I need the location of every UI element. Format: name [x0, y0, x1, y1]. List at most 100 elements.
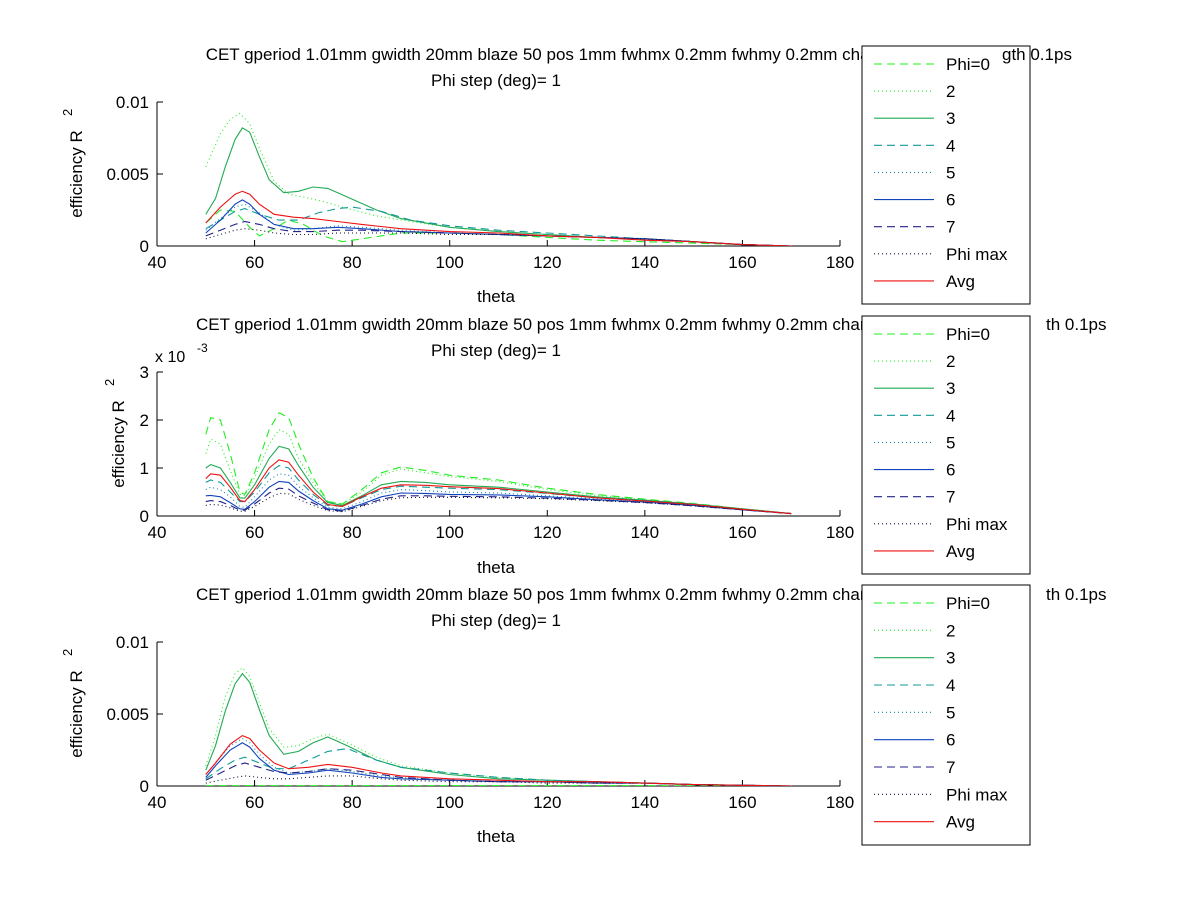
- series-line-3: [205, 445, 792, 515]
- y-tick-label: 0.005: [106, 165, 149, 184]
- chart-title: CET gperiod 1.01mm gwidth 20mm blaze 50 …: [196, 315, 908, 334]
- series-line-2: [205, 428, 792, 515]
- series-line-9: [205, 734, 792, 786]
- series-line-8: [205, 228, 792, 246]
- legend-entry-label: 4: [946, 676, 955, 695]
- y-axis-label-exponent: 2: [102, 379, 117, 386]
- legend-entry-label: 3: [946, 649, 955, 668]
- x-tick-label: 100: [436, 793, 464, 812]
- series-line-1: [205, 209, 792, 246]
- legend-entry-label: 3: [946, 379, 955, 398]
- y-tick-label: 0.01: [116, 93, 149, 112]
- legend-entry-label: Phi max: [946, 785, 1008, 804]
- x-tick-label: 60: [245, 253, 264, 272]
- series-line-8: [205, 492, 792, 515]
- y-axis-label: efficiency R: [67, 130, 86, 218]
- y-tick-label: 0.01: [116, 633, 149, 652]
- legend-box: [861, 315, 1031, 575]
- series-line-4: [205, 206, 792, 246]
- legend-entry-label: Avg: [946, 272, 975, 291]
- y-axis-label-group: efficiency R 2: [60, 109, 86, 218]
- x-tick-label: 100: [436, 523, 464, 542]
- y-axis-label: efficiency R: [67, 670, 86, 758]
- legend-entry-label: Phi max: [946, 245, 1008, 264]
- chart-title: CET gperiod 1.01mm gwidth 20mm blaze 50 …: [196, 585, 908, 604]
- series-line-1: [205, 412, 792, 515]
- x-tick-label: 160: [728, 253, 756, 272]
- chart-title-tail: gth 0.1ps: [1002, 45, 1072, 64]
- x-tick-label: 140: [631, 523, 659, 542]
- series-line-5: [205, 203, 792, 246]
- legend-entry-label: 2: [946, 352, 955, 371]
- y-tick-label: 3: [140, 363, 149, 382]
- y-tick-label: 2: [140, 411, 149, 430]
- legend-entry-label: 5: [946, 703, 955, 722]
- legend-box: [861, 45, 1031, 305]
- chart-title: CET gperiod 1.01mm gwidth 20mm blaze 50 …: [206, 45, 909, 64]
- x-tick-label: 40: [148, 253, 167, 272]
- legend: Phi=0 2 3 4 5 6 7 Phi max Avg: [861, 584, 1031, 846]
- x-tick-label: 120: [533, 523, 561, 542]
- legend-entry-label: 7: [946, 488, 955, 507]
- series-group: [205, 412, 792, 515]
- series-line-6: [205, 199, 792, 246]
- y-axis-label-exponent: 2: [60, 649, 75, 656]
- x-tick-label: 100: [436, 253, 464, 272]
- legend-entry-label: 5: [946, 163, 955, 182]
- x-tick-label: 120: [533, 253, 561, 272]
- y-axis-label-group: efficiency R 2: [102, 379, 128, 488]
- x-tick-label: 40: [148, 523, 167, 542]
- chart-subtitle: Phi step (deg)= 1: [431, 611, 561, 630]
- legend: Phi=0 2 3 4 5 6 7 Phi max Avg: [861, 45, 1031, 305]
- series-line-2: [205, 112, 792, 246]
- x-tick-label: 180: [826, 253, 854, 272]
- chart-subtitle: Phi step (deg)= 1: [431, 71, 561, 90]
- legend-entry-label: Phi=0: [946, 325, 990, 344]
- legend-entry-label: 4: [946, 136, 955, 155]
- legend-entry-label: 2: [946, 621, 955, 640]
- legend-entry-label: 3: [946, 109, 955, 128]
- series-line-9: [205, 459, 792, 515]
- legend-entry-label: 2: [946, 82, 955, 101]
- series-line-6: [205, 742, 792, 786]
- series-line-6: [205, 480, 792, 515]
- x-tick-label: 40: [148, 793, 167, 812]
- legend-entry-label: 6: [946, 731, 955, 750]
- x-tick-label: 180: [826, 523, 854, 542]
- legend-entry-label: 7: [946, 758, 955, 777]
- legend-entry-label: 5: [946, 433, 955, 452]
- chart-panel-1: CET gperiod 1.01mm gwidth 20mm blaze 50 …: [60, 45, 1072, 306]
- chart-panel-2: CET gperiod 1.01mm gwidth 20mm blaze 50 …: [102, 315, 1107, 577]
- y-scale-label: x 10: [155, 349, 185, 366]
- y-tick-label: 0: [140, 777, 149, 796]
- series-group: [205, 667, 792, 786]
- legend-box: [861, 584, 1031, 846]
- chart-subtitle: Phi step (deg)= 1: [431, 341, 561, 360]
- x-tick-label: 60: [245, 523, 264, 542]
- chart-panel-3: CET gperiod 1.01mm gwidth 20mm blaze 50 …: [60, 584, 1107, 846]
- series-line-3: [205, 672, 792, 786]
- y-axis-label-exponent: 2: [60, 109, 75, 116]
- y-exponent-label: -3: [197, 341, 208, 355]
- legend-entry-label: 7: [946, 218, 955, 237]
- legend-entry-label: Phi=0: [946, 594, 990, 613]
- x-tick-label: 140: [631, 253, 659, 272]
- legend: Phi=0 2 3 4 5 6 7 Phi max Avg: [861, 315, 1031, 575]
- x-tick-label: 80: [343, 253, 362, 272]
- y-tick-label: 1: [140, 459, 149, 478]
- y-tick-label: 0: [140, 237, 149, 256]
- x-tick-label: 140: [631, 793, 659, 812]
- legend-entry-label: Phi max: [946, 515, 1008, 534]
- x-tick-label: 180: [826, 793, 854, 812]
- y-tick-label: 0.005: [106, 705, 149, 724]
- legend-entry-label: 6: [946, 461, 955, 480]
- y-tick-label: 0: [140, 507, 149, 526]
- legend-entry-label: 4: [946, 406, 955, 425]
- legend-entry-label: 6: [946, 191, 955, 210]
- chart-title-tail: th 0.1ps: [1046, 585, 1107, 604]
- legend-entry-label: Avg: [946, 813, 975, 832]
- series-line-9: [205, 190, 792, 246]
- y-axis-label-group: efficiency R 2: [60, 649, 86, 758]
- series-line-7: [205, 487, 792, 515]
